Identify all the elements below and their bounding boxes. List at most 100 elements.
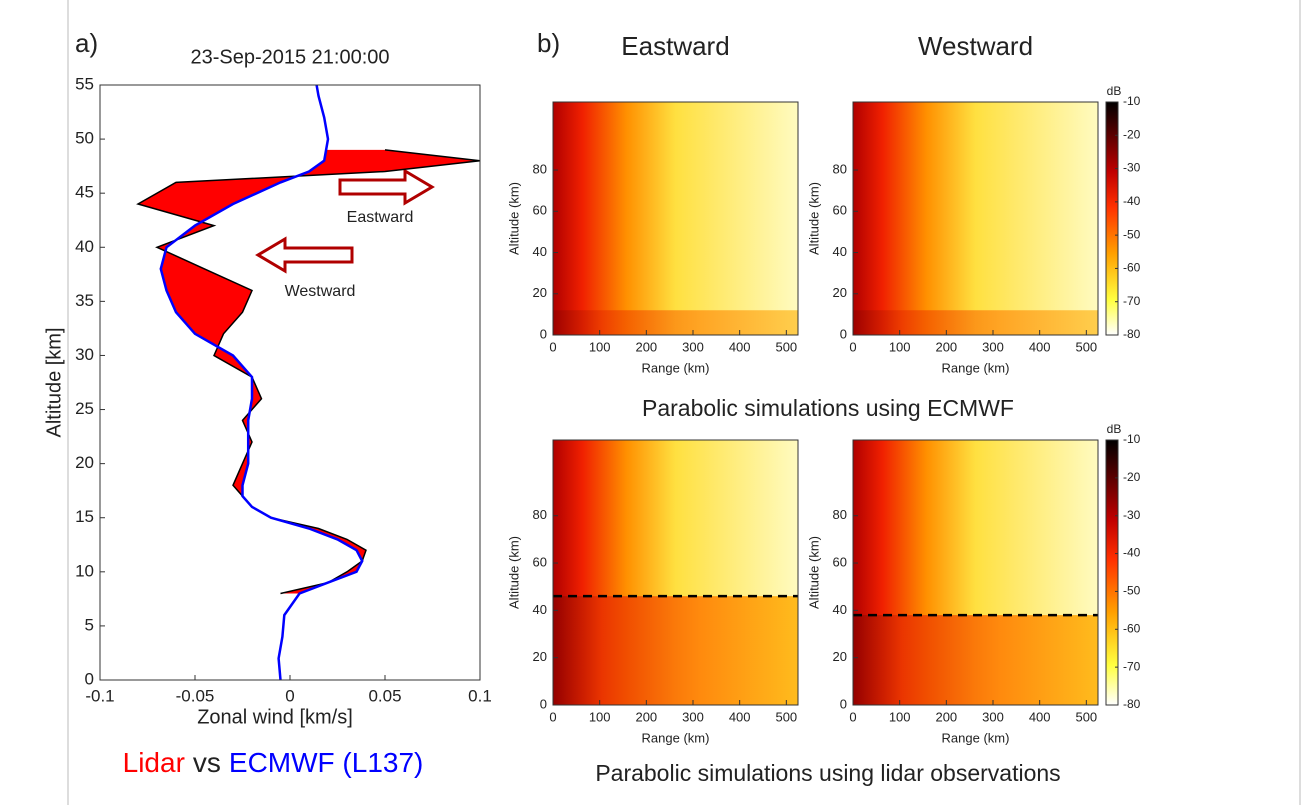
x-tick-label: 100 — [889, 339, 911, 354]
x-tick-label: 400 — [1029, 339, 1051, 354]
annotation: Westward — [285, 283, 356, 300]
x-tick-label: 0.1 — [468, 686, 492, 705]
heatmap-field — [553, 310, 798, 335]
y-tick-label: 20 — [833, 285, 847, 300]
axes-box — [552, 101, 799, 336]
colorbar-tick-label: -10 — [1123, 94, 1141, 108]
x-tick-label: 200 — [935, 339, 957, 354]
y-tick-label: 40 — [533, 244, 547, 259]
y-tick-label: 20 — [833, 649, 847, 664]
x-tick-label: -0.1 — [85, 686, 114, 705]
colorbar-tick-label: -70 — [1123, 294, 1141, 308]
x-tick-label: 100 — [589, 339, 611, 354]
x-tick-label: 300 — [682, 339, 704, 354]
x-tick-label: 300 — [982, 709, 1004, 724]
y-tick-label: 20 — [75, 453, 94, 472]
colorbar-tick-label: -40 — [1123, 546, 1141, 560]
colorbar-tick-label: -80 — [1123, 697, 1141, 711]
y-tick-label: 80 — [833, 161, 847, 176]
caption: Parabolic simulations using ECMWF — [642, 395, 1014, 421]
y-tick-label: 80 — [833, 507, 847, 522]
arrow — [255, 236, 354, 274]
x-tick-label: 0 — [285, 686, 294, 705]
arrow — [338, 168, 435, 206]
axes-box — [99, 84, 481, 681]
y-axis-label: Altitude (km) — [506, 182, 521, 255]
y-tick-label: 0 — [840, 696, 847, 711]
y-tick-label: 80 — [533, 161, 547, 176]
colorbar-tick-label: -30 — [1123, 161, 1141, 175]
y-tick-label: 20 — [533, 649, 547, 664]
y-tick-label: 15 — [75, 507, 94, 526]
heatmap-field — [553, 102, 798, 335]
legend-text: vs — [193, 747, 221, 778]
y-tick-label: 55 — [75, 74, 94, 93]
y-tick-label: 40 — [533, 602, 547, 617]
x-axis-label: Range (km) — [942, 360, 1010, 375]
legend-entry: Lidar — [123, 747, 185, 778]
chart-title: Eastward — [621, 31, 729, 61]
heatmap-field — [853, 310, 1098, 335]
panel-label: b) — [537, 28, 560, 58]
colorbar-tick-label: -20 — [1123, 470, 1141, 484]
x-tick-label: 0.05 — [368, 686, 401, 705]
panel-label: a) — [75, 28, 98, 58]
caption: Parabolic simulations using lidar observ… — [595, 760, 1060, 786]
y-tick-label: 30 — [75, 345, 94, 364]
x-tick-label: -0.05 — [176, 686, 215, 705]
y-tick-label: 0 — [540, 326, 547, 341]
x-tick-label: 500 — [775, 709, 797, 724]
heatmap-field — [853, 102, 1098, 335]
heatmap-field — [853, 615, 1098, 705]
y-tick-label: 0 — [85, 669, 94, 688]
axes-box — [852, 439, 1099, 706]
x-tick-label: 0 — [849, 709, 856, 724]
y-tick-label: 60 — [533, 203, 547, 218]
y-axis-label: Altitude (km) — [806, 536, 821, 609]
y-axis-label: Altitude [km] — [43, 327, 65, 437]
y-tick-label: 60 — [533, 554, 547, 569]
lidar-area — [138, 149, 480, 594]
x-tick-label: 500 — [1075, 709, 1097, 724]
y-tick-label: 40 — [75, 237, 94, 256]
colorbar-tick-label: -10 — [1123, 432, 1141, 446]
x-tick-label: 100 — [889, 709, 911, 724]
x-tick-label: 300 — [682, 709, 704, 724]
y-axis-label: Altitude (km) — [806, 182, 821, 255]
x-tick-label: 400 — [1029, 709, 1051, 724]
x-axis-label: Range (km) — [942, 730, 1010, 745]
axes-box — [552, 439, 799, 706]
axes-box — [852, 101, 1099, 336]
x-axis-label: Range (km) — [642, 730, 710, 745]
y-tick-label: 40 — [833, 602, 847, 617]
y-axis-label: Altitude (km) — [506, 536, 521, 609]
x-tick-label: 100 — [589, 709, 611, 724]
y-tick-label: 10 — [75, 561, 94, 580]
x-tick-label: 400 — [729, 339, 751, 354]
x-axis-label: Zonal wind [km/s] — [197, 706, 353, 728]
y-tick-label: 35 — [75, 291, 94, 310]
y-tick-label: 50 — [75, 129, 94, 148]
x-axis-label: Range (km) — [642, 360, 710, 375]
colorbar-tick-label: -70 — [1123, 659, 1141, 673]
colorbar — [1105, 101, 1119, 336]
series-line — [159, 84, 364, 681]
y-tick-label: 80 — [533, 507, 547, 522]
y-tick-label: 60 — [833, 554, 847, 569]
x-tick-label: 500 — [1075, 339, 1097, 354]
chart-title: 23-Sep-2015 21:00:00 — [190, 46, 389, 68]
y-tick-label: 0 — [840, 326, 847, 341]
annotation: Eastward — [347, 209, 414, 226]
colorbar — [1105, 439, 1119, 706]
colorbar-tick-label: -20 — [1123, 127, 1141, 141]
x-tick-label: 400 — [729, 709, 751, 724]
colorbar-tick-label: -60 — [1123, 261, 1141, 275]
y-tick-label: 40 — [833, 244, 847, 259]
y-tick-label: 60 — [833, 203, 847, 218]
y-tick-label: 20 — [533, 285, 547, 300]
legend-entry: ECMWF (L137) — [229, 747, 423, 778]
colorbar-label: dB — [1107, 84, 1122, 98]
colorbar-label: dB — [1107, 422, 1122, 436]
colorbar-tick-label: -30 — [1123, 508, 1141, 522]
